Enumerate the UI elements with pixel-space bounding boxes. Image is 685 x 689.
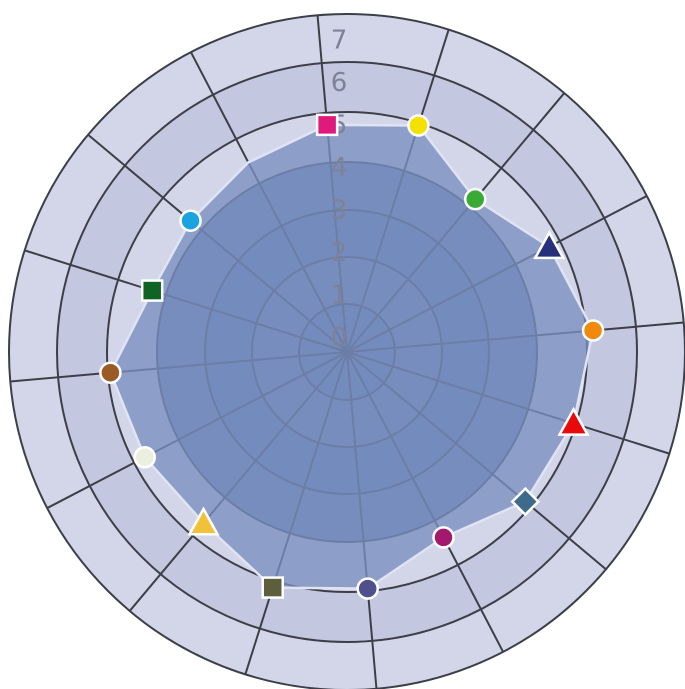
radial-tick-label: 6 xyxy=(331,68,348,98)
radial-tick-label: 1 xyxy=(331,281,348,311)
radial-tick-label: 3 xyxy=(331,196,348,226)
data-point-marker xyxy=(510,486,541,517)
radial-tick-label: 4 xyxy=(331,153,348,183)
data-point-marker xyxy=(432,526,455,549)
radial-tick-label: 0 xyxy=(331,323,348,353)
data-point-marker xyxy=(133,446,157,469)
data-point-marker xyxy=(533,230,566,260)
data-point-marker xyxy=(140,279,164,302)
data-point-marker xyxy=(187,506,220,536)
data-point-marker xyxy=(407,114,430,137)
data-point-marker xyxy=(99,361,122,384)
data-point-marker xyxy=(463,187,487,211)
data-point-marker xyxy=(179,209,202,232)
grid-ring xyxy=(56,61,638,643)
data-point-marker xyxy=(356,577,379,600)
radial-tick-label: 2 xyxy=(331,238,348,268)
series-markers xyxy=(99,113,605,600)
radial-tick-label: 7 xyxy=(331,26,348,56)
data-point-marker xyxy=(557,406,590,436)
data-point-marker xyxy=(261,576,284,599)
grid-ring xyxy=(8,13,685,689)
data-point-marker xyxy=(581,319,605,342)
data-point-marker xyxy=(315,113,339,137)
